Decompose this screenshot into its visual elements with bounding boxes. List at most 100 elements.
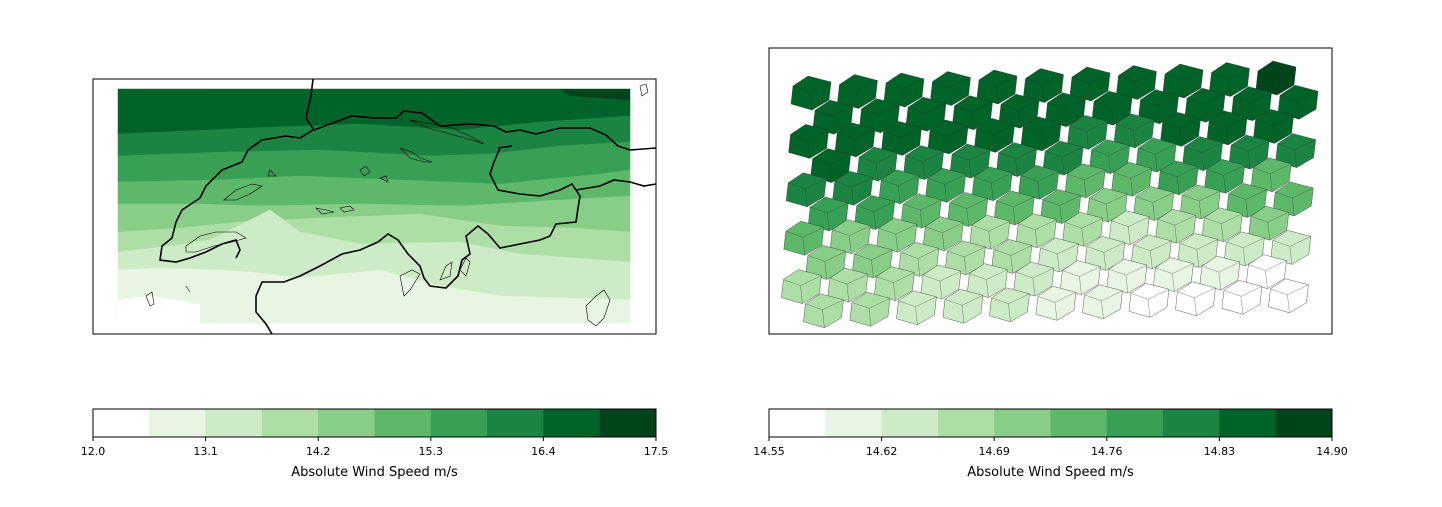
- hex-facet: [885, 78, 925, 108]
- colorbar-segment: [318, 409, 375, 437]
- hex-facet: [932, 77, 971, 106]
- hex-cell: [1175, 281, 1216, 317]
- hex-facet: [839, 80, 878, 109]
- hex-facet: [1015, 267, 1054, 297]
- colorbar-segment: [205, 409, 263, 437]
- hex-facet: [1069, 121, 1108, 150]
- hex-facet: [1211, 68, 1250, 97]
- right-colorbar: 14.55 14.62 14.69 14.76 14.83 14.90 Absolute W…: [753, 408, 1348, 480]
- hex-facet: [1108, 264, 1147, 294]
- colorbar-tick-label: 15.3: [419, 445, 444, 458]
- hex-facet: [854, 249, 893, 278]
- hex-facet: [1040, 243, 1079, 272]
- hex-facet: [1275, 187, 1314, 217]
- hex-facet: [1130, 289, 1170, 318]
- hex-facet: [1270, 284, 1309, 313]
- hex-facet: [1164, 69, 1204, 99]
- hex-facet: [976, 124, 1015, 153]
- hex-facet: [1067, 169, 1106, 198]
- hex-facet: [837, 128, 876, 157]
- hex-facet: [1233, 92, 1272, 121]
- right-map-panel: [768, 47, 1333, 335]
- hex-facet: [1140, 95, 1179, 124]
- hex-facet: [1204, 213, 1243, 242]
- hex-facet: [1045, 146, 1084, 176]
- colorbar-segment: [93, 409, 150, 437]
- hex-facet: [1062, 266, 1101, 295]
- hex-cell: [788, 124, 829, 159]
- hex-facet: [974, 172, 1013, 201]
- hex-facet: [1257, 66, 1297, 96]
- wind-band: [560, 89, 630, 100]
- hex-facet: [812, 154, 851, 183]
- hex-facet: [993, 245, 1032, 274]
- hex-facet: [834, 177, 873, 206]
- hex-facet: [996, 196, 1035, 226]
- hex-facet: [1001, 100, 1040, 129]
- hex-facet: [1111, 216, 1150, 245]
- colorbar-segment: [149, 409, 207, 437]
- hex-facet: [1206, 165, 1245, 194]
- hex-facet: [1201, 261, 1240, 291]
- hex-cell: [896, 290, 937, 326]
- hex-facet: [856, 201, 895, 230]
- hex-facet: [805, 299, 844, 328]
- colorbar-tick-label: 14.69: [978, 445, 1010, 458]
- hex-facet: [1018, 219, 1057, 248]
- wind-field-bands: [117, 88, 631, 334]
- hex-facet: [1179, 239, 1218, 268]
- hex-facet: [1091, 145, 1130, 174]
- hex-facet: [930, 125, 969, 154]
- hex-facet: [922, 270, 961, 300]
- hex-facet: [790, 130, 829, 159]
- hex-cell: [849, 292, 891, 327]
- hex-facet: [883, 127, 922, 156]
- colorbar-segment: [994, 409, 1051, 437]
- hex-facet: [1025, 74, 1064, 103]
- colorbar-tick-label: 13.1: [193, 445, 218, 458]
- hex-cell: [1082, 284, 1123, 320]
- hex-facet: [792, 81, 832, 111]
- hex-cell: [803, 293, 844, 329]
- hex-facet: [925, 222, 964, 251]
- colorbar-tick-label: 14.76: [1091, 445, 1123, 458]
- hex-cell: [1128, 283, 1170, 318]
- colorbar-tick-label: 14.55: [753, 445, 785, 458]
- hex-facet: [878, 224, 917, 253]
- hex-facet: [969, 269, 1008, 298]
- hex-cell: [783, 220, 825, 256]
- colorbar-tick-label: 14.90: [1316, 445, 1348, 458]
- hex-facet: [908, 103, 947, 132]
- hex-facet: [1064, 218, 1103, 247]
- hex-facet: [1253, 163, 1292, 192]
- colorbar-segment: [1275, 409, 1333, 437]
- hex-facet: [1155, 263, 1194, 292]
- hex-facet: [861, 104, 900, 133]
- colorbar-segment: [1219, 409, 1277, 437]
- hex-facet: [1037, 292, 1077, 321]
- hex-facet: [810, 202, 849, 232]
- hex-facet: [1023, 122, 1062, 151]
- colorbar-label: Absolute Wind Speed m/s: [291, 465, 458, 480]
- hex-facet: [1231, 140, 1270, 170]
- hex-facet: [876, 272, 915, 301]
- colorbar-frame: [92, 408, 657, 438]
- colorbar-frame: [768, 408, 1333, 438]
- colorbar-segment: [374, 409, 432, 437]
- hex-facet: [1280, 91, 1319, 120]
- hex-facet: [1042, 195, 1081, 224]
- colorbar-tick-label: 17.5: [644, 445, 669, 458]
- hex-facet: [785, 227, 824, 256]
- colorbar-segment: [937, 409, 995, 437]
- hex-facet: [1020, 171, 1059, 200]
- colorbar-segment: [1106, 409, 1164, 437]
- colorbar-segment: [599, 409, 657, 437]
- hex-facet: [1223, 286, 1263, 315]
- hex-facet: [1118, 71, 1157, 100]
- hex-facet: [832, 225, 871, 254]
- hex-facet: [859, 152, 898, 182]
- hex-facet: [954, 101, 993, 130]
- hex-facet: [1277, 139, 1316, 168]
- hex-facet: [881, 175, 920, 204]
- hex-facet: [1133, 240, 1172, 269]
